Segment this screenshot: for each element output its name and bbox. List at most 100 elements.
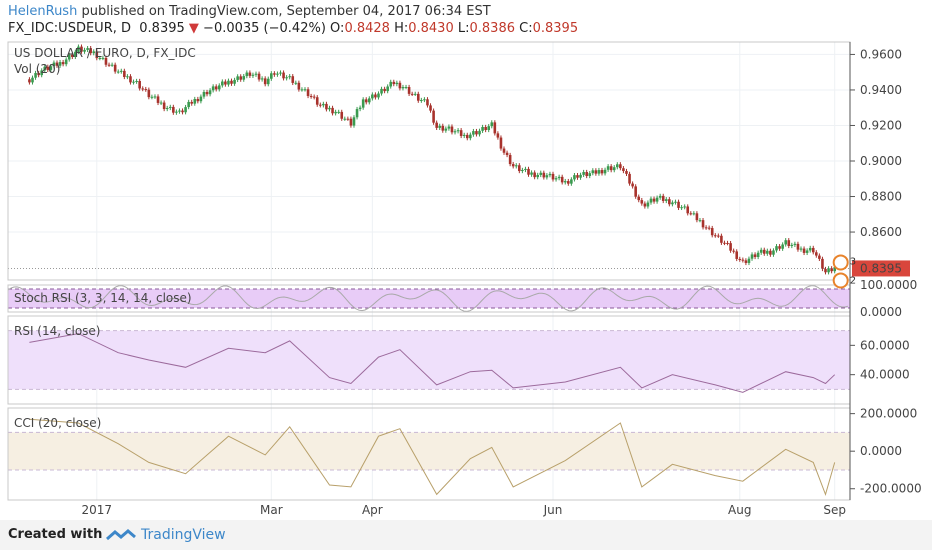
candle-down bbox=[364, 99, 368, 103]
candle-down bbox=[107, 64, 111, 66]
candle-down bbox=[70, 54, 74, 57]
candle-up bbox=[361, 99, 365, 108]
candle-up bbox=[49, 66, 53, 70]
candle-up bbox=[355, 109, 359, 118]
candle-down bbox=[312, 96, 316, 98]
candle-up bbox=[603, 169, 607, 174]
volume-label: Vol (20) bbox=[14, 62, 60, 76]
candle-up bbox=[548, 173, 552, 176]
candle-down bbox=[818, 255, 821, 259]
candle-up bbox=[126, 76, 129, 78]
candle-up bbox=[453, 131, 457, 133]
candle-up bbox=[649, 198, 653, 203]
author-link[interactable]: HelenRush bbox=[8, 4, 78, 19]
rsi-series-line bbox=[29, 333, 836, 393]
candle-down bbox=[162, 102, 166, 110]
tradingview-link[interactable]: TradingView bbox=[141, 527, 226, 543]
cci-band bbox=[8, 432, 850, 470]
candle-up bbox=[827, 268, 830, 273]
candle-up bbox=[536, 174, 539, 178]
candle-down bbox=[726, 242, 729, 244]
candle-down bbox=[224, 81, 227, 85]
candle-down bbox=[824, 268, 827, 273]
candle-up bbox=[793, 243, 797, 245]
candle-down bbox=[707, 227, 711, 229]
candle-down bbox=[686, 206, 690, 214]
candle-up bbox=[490, 122, 494, 127]
candle-up bbox=[187, 101, 190, 108]
published-text: published on TradingView.com, September … bbox=[81, 4, 491, 19]
candle-up bbox=[664, 199, 668, 201]
candle-down bbox=[527, 168, 530, 175]
candle-up bbox=[671, 202, 674, 205]
candle-up bbox=[199, 96, 203, 102]
open-value: 0.8428 bbox=[344, 21, 390, 36]
rsi-band bbox=[8, 330, 850, 390]
candle-up bbox=[756, 252, 760, 257]
candle-up bbox=[487, 126, 491, 131]
candle-up bbox=[423, 99, 426, 101]
candle-up bbox=[233, 79, 236, 84]
candle-down bbox=[104, 57, 108, 65]
candle-down bbox=[315, 97, 319, 105]
candle-down bbox=[567, 181, 570, 184]
candle-up bbox=[217, 85, 221, 90]
candle-up bbox=[178, 110, 181, 112]
candle-down bbox=[214, 86, 218, 90]
candle-down bbox=[129, 76, 132, 83]
candle-up bbox=[285, 77, 288, 79]
y-tick-label: 0.9600 bbox=[860, 47, 902, 61]
candle-down bbox=[349, 118, 353, 126]
candle-down bbox=[147, 89, 151, 98]
candle-up bbox=[270, 73, 273, 79]
candle-down bbox=[701, 220, 705, 228]
close-label: C: bbox=[519, 21, 533, 36]
candle-up bbox=[202, 91, 206, 97]
high-value: 0.8430 bbox=[408, 21, 454, 36]
created-with-label: Created with bbox=[8, 527, 103, 542]
candle-up bbox=[573, 175, 576, 180]
candle-down bbox=[710, 228, 714, 236]
candle-down bbox=[429, 105, 432, 111]
candle-down bbox=[496, 133, 500, 138]
candle-down bbox=[493, 122, 497, 134]
candle-down bbox=[441, 125, 445, 131]
candle-up bbox=[110, 64, 114, 66]
candle-up bbox=[377, 93, 380, 98]
candle-up bbox=[570, 179, 573, 184]
candle-up bbox=[469, 134, 472, 139]
x-tick-label: Sep bbox=[823, 503, 846, 517]
candle-up bbox=[514, 165, 518, 167]
candle-down bbox=[55, 62, 59, 66]
candle-down bbox=[499, 137, 503, 149]
candle-up bbox=[43, 66, 47, 71]
candle-up bbox=[276, 73, 279, 75]
candle-down bbox=[732, 250, 735, 252]
candle-down bbox=[435, 122, 438, 128]
candle-up bbox=[227, 80, 230, 85]
last-price-tag bbox=[852, 260, 910, 277]
cci-tick-label: -200.0000 bbox=[860, 482, 922, 496]
candle-down bbox=[61, 62, 65, 65]
candle-down bbox=[432, 110, 435, 123]
candle-up bbox=[438, 125, 442, 128]
candle-down bbox=[383, 88, 386, 92]
candle-down bbox=[407, 87, 411, 94]
candle-down bbox=[123, 70, 126, 77]
candle-up bbox=[781, 244, 784, 249]
candle-up bbox=[208, 90, 212, 95]
candle-up bbox=[683, 206, 686, 208]
candle-down bbox=[450, 126, 454, 133]
candle-up bbox=[389, 81, 393, 87]
candle-up bbox=[557, 176, 561, 179]
stoch-tick-label: 100.0000 bbox=[860, 278, 917, 292]
candle-up bbox=[279, 72, 282, 74]
candle-up bbox=[288, 76, 291, 78]
candle-up bbox=[40, 70, 43, 76]
chart-area[interactable]: 2017 Mar Apr Jun Aug Sep 0.9600 0.9400 0.9200 0.9… bbox=[0, 0, 932, 520]
candle-down bbox=[239, 76, 242, 80]
tradingview-logo-icon bbox=[106, 529, 136, 541]
cci-tick-label: 200.0000 bbox=[860, 407, 917, 421]
candle-down bbox=[830, 268, 833, 272]
cci-series-line bbox=[29, 418, 836, 496]
